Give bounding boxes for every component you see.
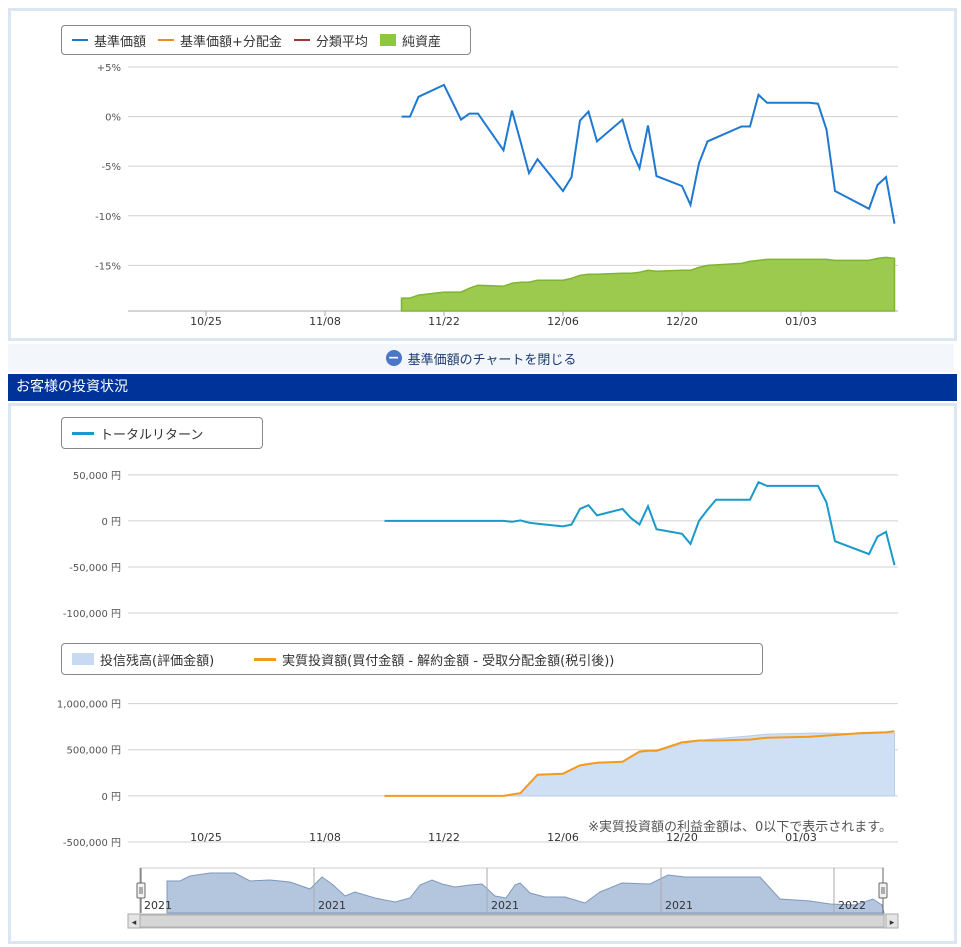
toggle-price-chart-label: 基準価額のチャートを閉じる — [407, 352, 577, 368]
legend-item-nav[interactable]: 基準価額 — [72, 31, 146, 50]
invest-chart-legend[interactable]: 投信残高(評価金額) 実質投資額(買付金額 - 解約金額 - 受取分配金額(税引… — [61, 643, 763, 675]
legend-item-category-avg[interactable]: 分類平均 — [293, 31, 368, 50]
legend-item-holdings-value[interactable]: 投信残高(評価金額) — [72, 650, 214, 669]
legend-item-nav-dividend[interactable]: 基準価額+分配金 — [158, 31, 282, 50]
minus-circle-icon: − — [385, 350, 402, 366]
legend-item-net-investment[interactable]: 実質投資額(買付金額 - 解約金額 - 受取分配金額(税引後)) — [254, 650, 614, 669]
price-chart-legend[interactable]: 基準価額 基準価額+分配金 分類平均 純資産 — [61, 25, 471, 55]
legend-item-total-return[interactable]: トータルリターン — [72, 424, 203, 443]
legend-item-net-assets[interactable]: 純資産 — [379, 31, 441, 50]
return-chart-legend[interactable]: トータルリターン — [61, 417, 263, 449]
toggle-price-chart-button[interactable]: − 基準価額のチャートを閉じる — [8, 344, 954, 372]
price-chart-panel: 基準価額 基準価額+分配金 分類平均 純資産 — [8, 8, 957, 341]
section-title: お客様の投資状況 — [8, 374, 957, 401]
investment-status-panel: トータルリターン 投信残高(評価金額) 実質投資額(買付金額 - 解約金額 - … — [8, 403, 957, 944]
